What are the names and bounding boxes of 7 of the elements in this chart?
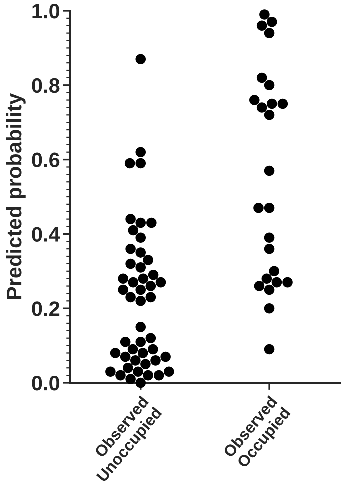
y-tick-label: 0.0 xyxy=(32,376,60,391)
y-tick-label: 0.8 xyxy=(32,78,60,94)
y-tick-label: 0.2 xyxy=(32,302,60,316)
y-axis-title: Predicted probability xyxy=(6,94,26,300)
y-tick-label: 1.0 xyxy=(32,4,60,19)
y-tick-label: 0.4 xyxy=(32,227,60,242)
y-tick-label: 0.6 xyxy=(32,152,60,168)
